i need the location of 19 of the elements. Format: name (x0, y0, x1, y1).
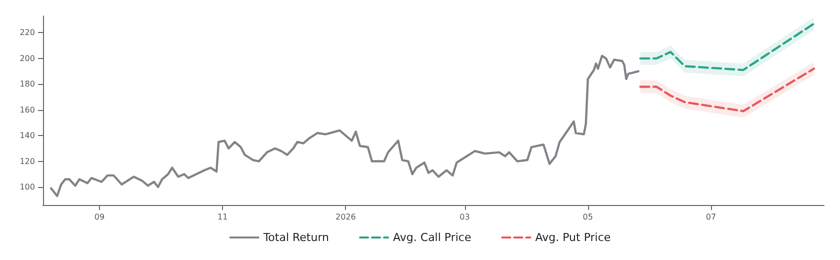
x-tick-label: 2026 (336, 212, 356, 222)
x-tick-label: 11 (218, 212, 228, 222)
legend-label: Total Return (262, 231, 330, 244)
legend-label: Avg. Put Price (535, 231, 611, 244)
y-tick-label: 120 (20, 156, 35, 166)
x-tick-label: 03 (460, 212, 470, 222)
x-tick-label: 07 (706, 212, 716, 222)
line-series (639, 22, 816, 72)
y-tick-label: 220 (20, 28, 35, 38)
x-tick-label: 05 (582, 212, 593, 222)
x-tick-label: 09 (94, 212, 105, 222)
y-tick-label: 140 (20, 131, 35, 140)
y-tick-label: 100 (20, 182, 35, 192)
legend-label: Avg. Call Price (393, 231, 472, 244)
y-tick-label: 180 (20, 80, 35, 89)
line-series (50, 54, 640, 198)
y-tick-label: 160 (20, 105, 35, 114)
y-tick-label: 200 (20, 54, 35, 63)
line-series (639, 68, 816, 112)
